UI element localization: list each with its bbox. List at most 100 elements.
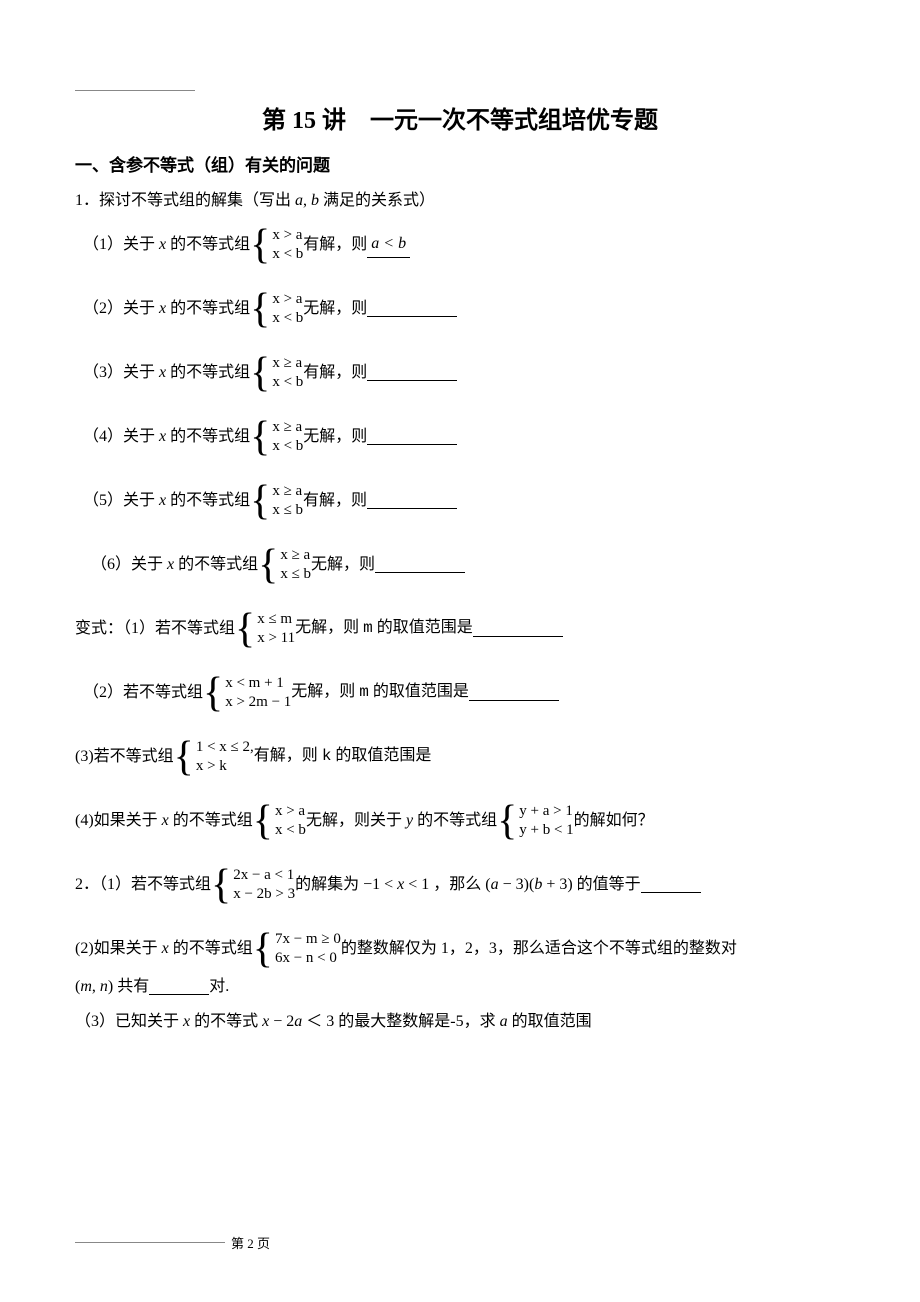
q2-2-row2: 6x − n < 0	[275, 949, 341, 968]
q1-6: （6）关于 x 的不等式组 { x ≥ a x ≤ b 无解，则	[75, 544, 845, 586]
q1-6-row1: x ≥ a	[280, 546, 311, 565]
q1-6-blank	[375, 556, 465, 573]
top-rule	[75, 90, 195, 91]
var-4-row2: x < b	[275, 821, 306, 840]
footer-text: 第 2 页	[231, 1233, 270, 1252]
q2-1-row1: 2x − a < 1	[233, 866, 295, 885]
q1-6-pre: （6）关于 x 的不等式组	[83, 552, 258, 578]
q1-3-pre: （3）关于 x 的不等式组	[83, 360, 250, 386]
var-2-row2: x > 2m − 1	[225, 693, 291, 712]
q1-5-blank	[367, 492, 457, 509]
q1-2-system: { x > a x < b	[250, 288, 303, 330]
var-4: (4)如果关于 x 的不等式组 { x > a x < b 无解，则关于 y 的…	[75, 800, 845, 842]
q1-5-mid: 有解，则	[303, 488, 367, 514]
q1-3-blank	[367, 364, 457, 381]
q2-3-text: （3）已知关于 x 的不等式 x − 2a ＜ 3 的最大整数解是-5，求 a …	[75, 1009, 592, 1035]
footer-rule	[75, 1242, 225, 1243]
q2-2-line2-b: 对.	[209, 974, 229, 1000]
q2-2-line2-a: (m, n) 共有	[75, 974, 149, 1000]
section-heading-1: 一、含参不等式（组）有关的问题	[75, 151, 845, 176]
q2-1-blank	[641, 876, 701, 893]
q1-1-system: { x > a x < b	[250, 224, 303, 266]
q1-2-row1: x > a	[272, 290, 303, 309]
q1-4-blank	[367, 428, 457, 445]
q2-2-pre: (2)如果关于 x 的不等式组	[75, 936, 253, 962]
var-4-row1: x > a	[275, 802, 306, 821]
q1-5-pre: （5）关于 x 的不等式组	[83, 488, 250, 514]
q2-2-blank	[149, 978, 209, 995]
var-1-blank	[473, 620, 563, 637]
var-4-post: 的解如何？	[574, 808, 654, 834]
q1-3: （3）关于 x 的不等式组 { x ≥ a x < b 有解，则	[75, 352, 845, 394]
q1-1-row2: x < b	[272, 245, 303, 264]
q1-2-mid: 无解，则	[303, 296, 367, 322]
q1-6-mid: 无解，则	[311, 552, 375, 578]
q1-3-mid: 有解，则	[303, 360, 367, 386]
var-3-system: { 1 < x ≤ 2, x > k	[174, 736, 254, 778]
var-2-mid: 无解，则 m 的取值范围是	[291, 679, 469, 706]
q1-4-row2: x < b	[272, 437, 303, 456]
q1-2-blank	[367, 300, 457, 317]
var-1: 变式：（1）若不等式组 { x ≤ m x > 11 无解，则 m 的取值范围是	[75, 608, 845, 650]
q1-4-system: { x ≥ a x < b	[250, 416, 303, 458]
q1-1-answer: a < b	[367, 231, 410, 258]
q1-2-pre: （2）关于 x 的不等式组	[83, 296, 250, 322]
var-2-system: { x < m + 1 x > 2m − 1	[203, 672, 291, 714]
var-2: （2）若不等式组 { x < m + 1 x > 2m − 1 无解，则 m 的…	[75, 672, 845, 714]
q1-5-row2: x ≤ b	[272, 501, 303, 520]
q2-1-row2: x − 2b > 3	[233, 885, 295, 904]
q2-1: 2．（1）若不等式组 { 2x − a < 1 x − 2b > 3 的解集为 …	[75, 864, 845, 906]
q1-1: （1）关于 x 的不等式组 { x > a x < b 有解，则 a < b	[75, 224, 845, 266]
q1-2: （2）关于 x 的不等式组 { x > a x < b 无解，则	[75, 288, 845, 330]
q1-4: （4）关于 x 的不等式组 { x ≥ a x < b 无解，则	[75, 416, 845, 458]
q2-1-system: { 2x − a < 1 x − 2b > 3	[211, 864, 295, 906]
var-3: (3)若不等式组 { 1 < x ≤ 2, x > k 有解，则 k 的取值范围…	[75, 736, 845, 778]
var-1-pre: 变式：（1）若不等式组	[75, 616, 235, 642]
var-2-blank	[469, 684, 559, 701]
var-3-row2: x > k	[196, 757, 254, 776]
var-4-pre: (4)如果关于 x 的不等式组	[75, 808, 253, 834]
q1-4-mid: 无解，则	[303, 424, 367, 450]
q2-3: （3）已知关于 x 的不等式 x − 2a ＜ 3 的最大整数解是-5，求 a …	[75, 1009, 845, 1035]
q1-3-system: { x ≥ a x < b	[250, 352, 303, 394]
q2-2-mid: 的整数解仅为 1，2，3，那么适合这个不等式组的整数对	[341, 936, 737, 962]
q2-2: (2)如果关于 x 的不等式组 { 7x − m ≥ 0 6x − n < 0 …	[75, 928, 845, 970]
q1-3-row1: x ≥ a	[272, 354, 303, 373]
var-4-system-2: { y + a > 1 y + b < 1	[497, 800, 574, 842]
q1-6-system: { x ≥ a x ≤ b	[258, 544, 311, 586]
var-2-pre: （2）若不等式组	[83, 680, 203, 706]
var-2-row1: x < m + 1	[225, 674, 291, 693]
q2-2-system: { 7x − m ≥ 0 6x − n < 0	[253, 928, 341, 970]
var-1-system: { x ≤ m x > 11	[235, 608, 295, 650]
q2-2-row1: 7x − m ≥ 0	[275, 930, 341, 949]
var-4-mid: 无解，则关于 y 的不等式组	[306, 808, 497, 834]
var-3-row1: 1 < x ≤ 2,	[196, 738, 254, 757]
q1-5-row1: x ≥ a	[272, 482, 303, 501]
doc-title: 第 15 讲 一元一次不等式组培优专题	[75, 100, 845, 135]
var-1-mid: 无解，则 m 的取值范围是	[295, 615, 473, 642]
q1-3-row2: x < b	[272, 373, 303, 392]
q1-4-row1: x ≥ a	[272, 418, 303, 437]
q2-1-pre: 2．（1）若不等式组	[75, 872, 211, 898]
var-1-row2: x > 11	[257, 629, 295, 648]
q1-5: （5）关于 x 的不等式组 { x ≥ a x ≤ b 有解，则	[75, 480, 845, 522]
var-1-row1: x ≤ m	[257, 610, 295, 629]
q1-1-pre: （1）关于 x 的不等式组	[83, 232, 250, 258]
q1-stem: 1．探讨不等式组的解集（写出 a, b 满足的关系式）	[75, 188, 845, 214]
q1-4-pre: （4）关于 x 的不等式组	[83, 424, 250, 450]
q1-1-row1: x > a	[272, 226, 303, 245]
var-4-row4: y + b < 1	[519, 821, 573, 840]
var-4-system-1: { x > a x < b	[253, 800, 306, 842]
page-footer: 第 2 页	[75, 1233, 270, 1252]
var-4-row3: y + a > 1	[519, 802, 573, 821]
q1-6-row2: x ≤ b	[280, 565, 311, 584]
var-3-pre: (3)若不等式组	[75, 744, 174, 770]
q2-1-mid: 的解集为 −1 < x < 1 ，那么 (a − 3)(b + 3) 的值等于	[295, 872, 641, 898]
q1-stem-text: 1．探讨不等式组的解集（写出 a, b 满足的关系式）	[75, 188, 435, 214]
q1-1-mid: 有解，则	[303, 232, 367, 258]
q1-5-system: { x ≥ a x ≤ b	[250, 480, 303, 522]
page: 第 15 讲 一元一次不等式组培优专题 一、含参不等式（组）有关的问题 1．探讨…	[0, 0, 920, 1302]
q1-2-row2: x < b	[272, 309, 303, 328]
q2-2-line2: (m, n) 共有 对.	[75, 974, 845, 1000]
var-3-mid: 有解，则 k 的取值范围是	[254, 743, 432, 770]
